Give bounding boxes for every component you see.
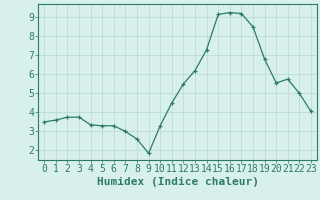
X-axis label: Humidex (Indice chaleur): Humidex (Indice chaleur) bbox=[97, 177, 259, 187]
